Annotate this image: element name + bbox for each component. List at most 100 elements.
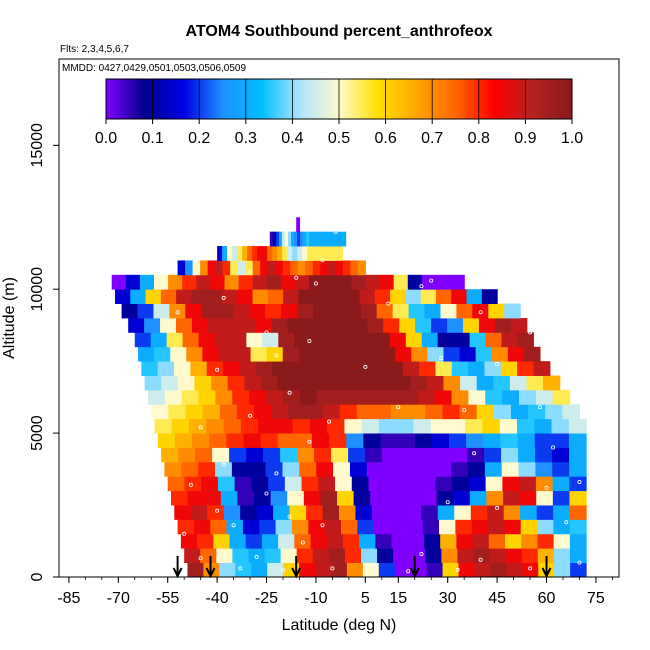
heatmap-cell [181, 461, 199, 477]
heatmap-cell [552, 447, 570, 463]
y-tick-label: 5000 [29, 415, 46, 451]
heatmap-cell [468, 389, 486, 405]
sample-point [419, 552, 424, 557]
heatmap-cell [421, 274, 437, 290]
heatmap-cell [388, 505, 406, 520]
heatmap-cell [427, 346, 445, 362]
heatmap-cell [476, 404, 495, 420]
y-tick-label: 10000 [29, 267, 46, 312]
sample-point [175, 310, 180, 315]
heatmap-cell [505, 548, 523, 564]
y-tick-label: 0 [29, 572, 46, 581]
heatmap-cell [383, 318, 400, 333]
heatmap-cell [282, 246, 288, 261]
heatmap-cell [503, 505, 521, 520]
heatmap-cell [405, 289, 422, 305]
heatmap-cell [400, 461, 418, 477]
heatmap-cell [289, 505, 307, 520]
heatmap-cell [357, 332, 375, 348]
x-tick-label: -40 [206, 590, 229, 607]
x-axis: -85 -70 -55 -40 -25 -10 5 15 30 45 60 75 [57, 577, 613, 607]
heatmap-cell [272, 246, 278, 261]
heatmap-cell [405, 332, 423, 348]
heatmap-cell [332, 246, 338, 261]
heatmap-cell [263, 447, 281, 463]
heatmap-cell [288, 231, 292, 247]
x-tick-label: -70 [107, 590, 130, 607]
heatmap-cell [284, 231, 289, 247]
sample-point [472, 451, 477, 456]
y-tick-label: 15000 [29, 123, 46, 168]
sample-point [462, 408, 467, 413]
heatmap-cell [237, 246, 243, 261]
heatmap-cell [351, 318, 368, 333]
heatmap-cell [519, 490, 537, 506]
heatmap-cell [234, 346, 252, 362]
colorbar-dividers [152, 79, 526, 119]
heatmap-cell [379, 274, 395, 290]
heatmap-cell [434, 389, 453, 405]
heatmap-cell [294, 274, 310, 290]
flights-subtitle: Flts: 2,3,4,5,6,7 [60, 44, 129, 55]
heatmap-cell [192, 260, 201, 276]
heatmap-cell [267, 562, 284, 577]
heatmap-cell [519, 476, 537, 492]
heatmap-cell [252, 260, 261, 276]
heatmap-cell [518, 447, 536, 463]
heatmap-cell [184, 476, 202, 492]
down-arrow [291, 556, 302, 579]
heatmap-cell [351, 274, 367, 290]
heatmap-cell [282, 346, 300, 362]
heatmap-cell [328, 303, 346, 319]
heatmap-cell [342, 260, 351, 276]
heatmap-cell [300, 231, 304, 247]
heatmap-cell [206, 418, 225, 434]
heatmap-cell [266, 389, 284, 405]
sample-point [182, 531, 187, 536]
heatmap-cell [327, 246, 333, 261]
heatmap-cell [125, 274, 141, 290]
heatmap-cell [297, 231, 301, 247]
heatmap-cell [144, 318, 161, 333]
colorbar-ticks: 0.0 0.1 0.2 0.3 0.4 0.5 0.6 0.7 0.8 0.9 1.0 [95, 119, 583, 147]
heatmap-cell [415, 318, 432, 333]
heatmap-cell [569, 505, 587, 520]
heatmap-cell [451, 389, 469, 405]
heatmap-cell [197, 533, 214, 549]
heatmap-cell [309, 418, 328, 434]
heatmap-cell [378, 418, 397, 434]
heatmap-cell [375, 533, 393, 549]
heatmap-cell [226, 519, 244, 535]
heatmap-cell [406, 519, 424, 535]
heatmap-cell [452, 476, 470, 492]
heatmap-cell [269, 231, 274, 247]
heatmap-cell [314, 346, 332, 362]
heatmap-cell [520, 505, 538, 520]
heatmap-cell [294, 231, 298, 247]
heatmap-cell [310, 533, 328, 549]
heatmap-cell [439, 519, 456, 535]
heatmap-cell [251, 476, 269, 492]
colorbar: 0.0 0.1 0.2 0.3 0.4 0.5 0.6 0.7 0.8 0.9 1.0 [95, 78, 583, 147]
heatmap-cell [255, 361, 273, 376]
heatmap-cell [130, 289, 147, 305]
heatmap-cell [344, 548, 362, 564]
heatmap-cell [270, 490, 288, 506]
sample-point [455, 567, 460, 572]
heatmap-cell [569, 461, 587, 477]
heatmap-cell [451, 289, 468, 305]
heatmap-cell [161, 447, 179, 463]
heatmap-cell [195, 447, 213, 463]
colorbar-tick-label: 0.3 [235, 130, 257, 147]
heatmap-cell [553, 505, 571, 520]
sample-point [188, 482, 193, 487]
sample-point [419, 284, 424, 289]
heatmap-cell [377, 375, 395, 391]
heatmap-cell [249, 389, 267, 405]
heatmap-cell [483, 433, 502, 448]
heatmap-cell [392, 303, 410, 319]
sample-point [327, 419, 332, 424]
heatmap-cell [250, 346, 268, 362]
heatmap-cell [520, 519, 538, 535]
sample-point [294, 275, 299, 280]
